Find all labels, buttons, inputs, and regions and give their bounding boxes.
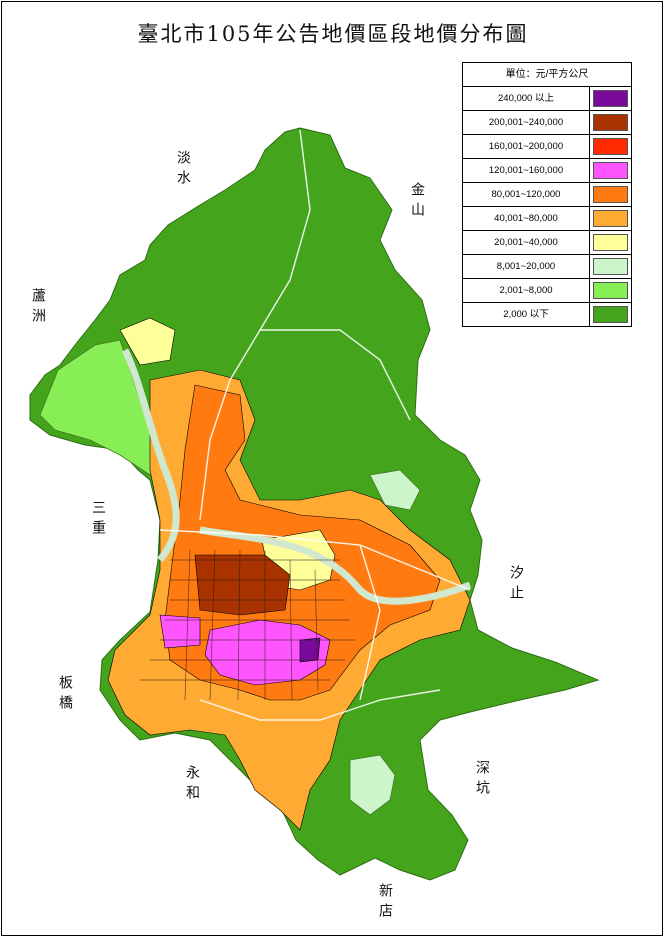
legend-item: 2,000 以下 — [463, 303, 631, 326]
river — [121, 348, 472, 605]
place-label-danshui: 淡水 — [175, 150, 191, 190]
district-zone-magenta — [204, 619, 331, 686]
district-zone-mint-2 — [369, 469, 421, 511]
place-label-banqiao: 板橋 — [57, 675, 73, 715]
legend-item: 240,000 以上 — [463, 87, 631, 111]
legend-item: 20,001~40,000 — [463, 231, 631, 255]
place-label-xizhi: 汐止 — [508, 565, 524, 605]
legend-swatch — [593, 258, 628, 275]
legend-item: 8,001~20,000 — [463, 255, 631, 279]
place-label-xindian: 新店 — [377, 883, 393, 923]
legend-swatch — [593, 138, 628, 155]
place-label-sanchong: 三重 — [90, 500, 106, 540]
legend-item: 200,001~240,000 — [463, 111, 631, 135]
legend-header: 單位：元/平方公尺 — [463, 63, 631, 87]
legend-swatch — [593, 210, 628, 227]
district-zone-darkred — [194, 554, 291, 616]
legend-item: 80,001~120,000 — [463, 183, 631, 207]
place-label-jinshan: 金山 — [409, 182, 425, 222]
district-boundaries — [159, 129, 471, 721]
place-label-shenkeng: 深坑 — [474, 760, 490, 800]
legend-swatch — [593, 186, 628, 203]
legend-item: 2,001~8,000 — [463, 279, 631, 303]
map-legend: 單位：元/平方公尺 240,000 以上 200,001~240,000 160… — [462, 62, 632, 327]
district-zone-mint — [349, 754, 396, 816]
map-title: 臺北市105年公告地價區段地價分布圖 — [137, 22, 529, 46]
legend-swatch — [593, 234, 628, 251]
legend-item: 120,001~160,000 — [463, 159, 631, 183]
legend-swatch — [593, 306, 628, 323]
legend-swatch — [593, 90, 628, 107]
place-label-yonghe: 永和 — [184, 765, 200, 805]
legend-item: 40,001~80,000 — [463, 207, 631, 231]
district-zone-yellow-2 — [119, 317, 176, 366]
legend-swatch — [593, 162, 628, 179]
legend-swatch — [593, 282, 628, 299]
legend-swatch — [593, 114, 628, 131]
place-label-luzhou: 蘆洲 — [30, 288, 46, 328]
legend-item: 160,001~200,000 — [463, 135, 631, 159]
street-grid — [140, 549, 355, 701]
